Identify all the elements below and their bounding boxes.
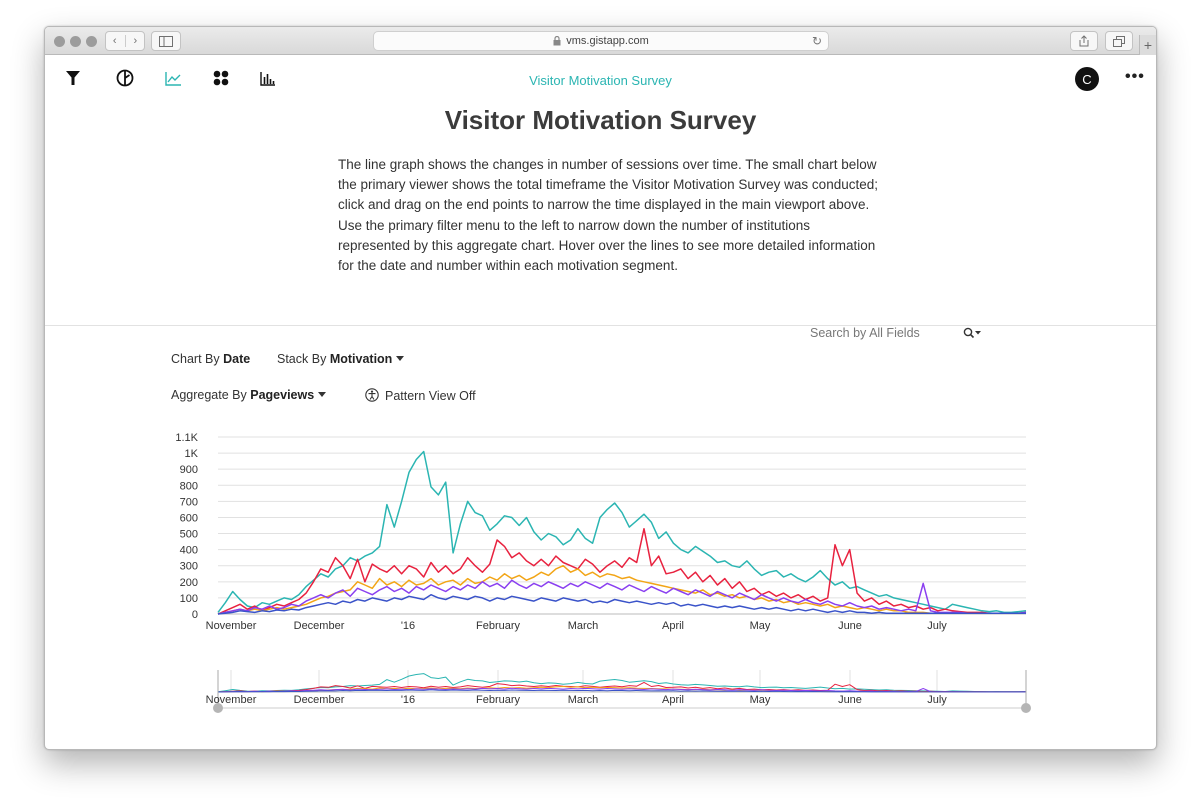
series-line-3[interactable] xyxy=(217,564,1026,615)
x-tick-label: February xyxy=(476,620,521,632)
share-button[interactable] xyxy=(1070,31,1098,51)
navigator-x-tick-label: June xyxy=(838,694,862,706)
y-tick-label: 900 xyxy=(180,464,198,476)
tabs-overview-button[interactable] xyxy=(1105,31,1133,51)
search-dropdown-button[interactable] xyxy=(959,324,985,342)
stack-by-label: Stack By xyxy=(277,352,327,366)
app-navbar: Visitor Motivation Survey C ••• xyxy=(45,55,1156,105)
x-tick-label: '16 xyxy=(401,620,415,632)
navigator-x-tick-label: February xyxy=(476,694,521,706)
avatar[interactable]: C xyxy=(1075,67,1099,91)
navigator-x-axis: November December '16 February March April May… xyxy=(206,694,948,706)
range-navigator[interactable] xyxy=(213,670,1031,713)
navigator-x-tick-label: December xyxy=(294,694,345,706)
accessibility-icon xyxy=(365,388,379,402)
y-axis: 0 100 200 300 400 500 600 700 800 900 1K 1.1K xyxy=(175,432,198,621)
close-window-button[interactable] xyxy=(54,36,65,47)
caret-down-icon xyxy=(396,356,405,361)
y-tick-label: 1.1K xyxy=(175,432,198,444)
y-tick-label: 1K xyxy=(185,448,199,460)
caret-down-icon xyxy=(318,392,327,397)
navigator-x-tick-label: April xyxy=(662,694,684,706)
y-tick-label: 700 xyxy=(180,496,198,508)
series-line-2[interactable] xyxy=(217,527,1027,615)
navigator-x-tick-label: November xyxy=(206,694,257,706)
stack-by-dropdown[interactable]: Stack By Motivation xyxy=(277,352,405,366)
chart-by-label: Chart By xyxy=(171,352,220,366)
y-tick-label: 500 xyxy=(180,529,198,541)
aggregate-by-dropdown[interactable]: Aggregate By Pageviews xyxy=(171,388,327,402)
zoom-window-button[interactable] xyxy=(86,36,97,47)
new-tab-button[interactable]: + xyxy=(1139,35,1156,55)
x-tick-label: May xyxy=(750,620,771,632)
navigator-x-tick-label: May xyxy=(750,694,771,706)
reload-icon[interactable]: ↻ xyxy=(811,34,822,48)
lock-icon xyxy=(553,36,561,46)
x-axis: November December '16 February March April May… xyxy=(206,620,948,632)
nav-title: Visitor Motivation Survey xyxy=(529,73,672,88)
compass-icon[interactable] xyxy=(114,67,136,89)
chart-by-value: Date xyxy=(223,352,251,366)
x-tick-label: November xyxy=(206,620,257,632)
address-bar[interactable]: vms.gistapp.com ↻ xyxy=(373,31,829,51)
aggregate-by-label: Aggregate By xyxy=(171,388,247,402)
sidebar-toggle-button[interactable] xyxy=(151,31,181,51)
main-chart-lines[interactable] xyxy=(217,450,1027,615)
grid-dots-icon[interactable] xyxy=(210,67,232,89)
y-tick-label: 800 xyxy=(180,480,198,492)
navigator-series-line-1 xyxy=(217,673,1027,693)
x-tick-label: June xyxy=(838,620,862,632)
series-line-4[interactable] xyxy=(217,579,1027,615)
pattern-view-toggle[interactable]: Pattern View Off xyxy=(365,388,476,403)
navigator-x-tick-label: '16 xyxy=(401,694,415,706)
navigator-series-line-2 xyxy=(217,681,1027,693)
more-options-icon[interactable]: ••• xyxy=(1125,68,1145,85)
minimize-window-button[interactable] xyxy=(70,36,81,47)
chart-by-control[interactable]: Chart By Date xyxy=(171,352,250,366)
x-tick-label: December xyxy=(294,620,345,632)
aggregate-by-value: Pageviews xyxy=(250,388,315,402)
line-chart-icon[interactable] xyxy=(162,67,184,89)
y-tick-label: 600 xyxy=(180,512,198,524)
forward-icon[interactable]: › xyxy=(133,35,138,47)
filter-icon[interactable] xyxy=(62,67,84,89)
browser-window: ‹ › vms.gistapp.com ↻ + xyxy=(44,26,1157,750)
navigator-series-line-5 xyxy=(217,689,1026,693)
sidebar-icon xyxy=(159,35,173,47)
plus-icon: + xyxy=(1143,37,1153,53)
browser-titlebar: ‹ › vms.gistapp.com ↻ + xyxy=(45,27,1156,55)
y-tick-label: 100 xyxy=(180,593,198,605)
series-line-5[interactable] xyxy=(217,593,1026,615)
url-text: vms.gistapp.com xyxy=(566,35,649,47)
x-tick-label: March xyxy=(568,620,599,632)
search-input[interactable]: Search by All Fields xyxy=(810,326,920,340)
x-tick-label: July xyxy=(927,620,947,632)
y-tick-label: 200 xyxy=(180,577,198,589)
search-icon xyxy=(963,327,981,339)
y-tick-label: 0 xyxy=(192,609,198,621)
stack-by-value: Motivation xyxy=(329,352,393,366)
navigator-x-tick-label: July xyxy=(927,694,947,706)
y-tick-label: 400 xyxy=(180,545,198,557)
page-description: The line graph shows the changes in numb… xyxy=(338,157,878,274)
section-divider xyxy=(45,325,1156,326)
pattern-view-label: Pattern View Off xyxy=(385,389,476,403)
y-tick-label: 300 xyxy=(180,561,198,573)
series-line-1[interactable] xyxy=(217,450,1027,614)
range-handle-right[interactable] xyxy=(1021,703,1031,713)
main-chart-grid xyxy=(218,436,1026,615)
back-icon[interactable]: ‹ xyxy=(113,35,126,47)
back-forward-buttons[interactable]: ‹ › xyxy=(105,31,145,51)
range-handle-left[interactable] xyxy=(213,703,223,713)
tabs-icon xyxy=(1113,35,1125,47)
share-icon xyxy=(1079,35,1089,47)
x-tick-label: April xyxy=(662,620,684,632)
bar-chart-icon[interactable] xyxy=(257,67,279,89)
page-title: Visitor Motivation Survey xyxy=(444,105,757,135)
navigator-x-tick-label: March xyxy=(568,694,599,706)
